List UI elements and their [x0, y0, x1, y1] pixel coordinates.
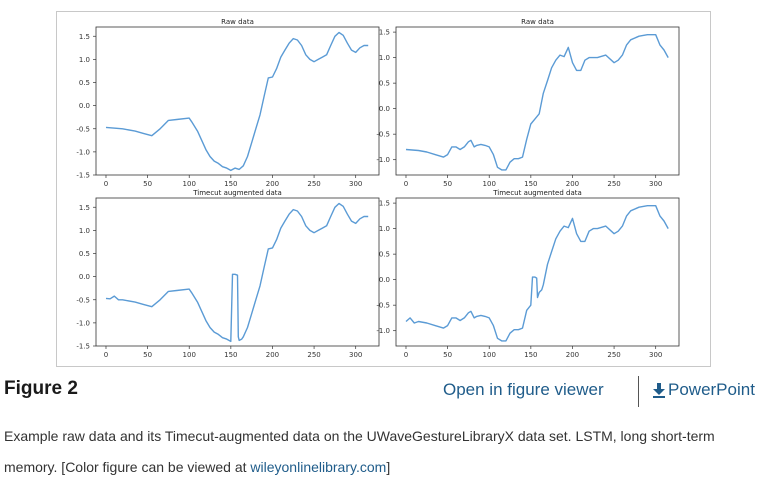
series-line-signal — [105, 31, 369, 172]
y-tick-label: -0.5 — [376, 302, 390, 310]
y-tick-label: 1.5 — [79, 204, 90, 212]
y-tick-label: 1.0 — [379, 54, 390, 62]
plot-area-border — [395, 26, 680, 176]
x-tick-label: 200 — [266, 351, 279, 359]
x-tick-label: 150 — [224, 351, 237, 359]
chart-title: Raw data — [521, 18, 554, 26]
y-tick-label: -1.5 — [76, 343, 90, 351]
x-tick-label: 100 — [483, 351, 496, 359]
powerpoint-label: PowerPoint — [668, 380, 755, 399]
x-tick-label: 100 — [183, 180, 196, 188]
y-tick-label: 0.5 — [379, 251, 390, 259]
caption-text: Example raw data and its Timecut-augment… — [4, 428, 715, 475]
y-tick-label: -0.5 — [76, 125, 90, 133]
series-line-signal — [405, 34, 669, 171]
divider — [638, 376, 639, 407]
x-tick-label: 150 — [224, 180, 237, 188]
x-tick-label: 250 — [607, 180, 620, 188]
wiley-online-library-link[interactable]: wileyonlinelibrary.com — [250, 459, 387, 475]
download-icon — [653, 383, 665, 398]
x-tick-label: 0 — [404, 351, 408, 359]
x-tick-label: 200 — [266, 180, 279, 188]
x-tick-label: 50 — [443, 180, 452, 188]
figure-caption: Example raw data and its Timecut-augment… — [4, 421, 770, 483]
x-tick-label: 0 — [104, 351, 108, 359]
x-tick-label: 150 — [524, 351, 537, 359]
x-tick-label: 300 — [349, 351, 362, 359]
y-tick-label: 0.5 — [379, 80, 390, 88]
x-tick-label: 0 — [104, 180, 108, 188]
figure-frame: Raw data 0 50 100 150 200 250 300 -1.5 -1.0 -0.5 0.… — [56, 11, 711, 367]
chart-title: Raw data — [221, 18, 254, 26]
figure-plots: Raw data 0 50 100 150 200 250 300 -1.5 -1.0 -0.5 0.… — [76, 18, 680, 359]
chart-panel-4: Timecut augmented data 0 50 100 150 200 250 300… — [376, 189, 680, 359]
x-tick-label: 300 — [349, 180, 362, 188]
y-tick-label: 1.5 — [379, 200, 390, 208]
plot-area-border — [95, 197, 380, 347]
open-in-figure-viewer-link[interactable]: Open in figure viewer — [443, 380, 604, 399]
y-tick-label: 0.0 — [379, 276, 390, 284]
y-tick-label: 1.0 — [79, 227, 90, 235]
y-tick-label: -1.0 — [76, 319, 90, 327]
y-tick-label: 0.5 — [79, 250, 90, 258]
series-line-signal — [405, 204, 669, 342]
y-tick-label: -1.0 — [76, 148, 90, 156]
x-tick-label: 0 — [404, 180, 408, 188]
y-tick-label: -0.5 — [76, 296, 90, 304]
y-tick-label: 0.0 — [79, 102, 90, 110]
y-tick-label: 0.0 — [79, 273, 90, 281]
x-tick-label: 50 — [443, 351, 452, 359]
caption-end: ] — [386, 459, 391, 475]
x-tick-label: 50 — [143, 351, 152, 359]
plot-area-border — [95, 26, 380, 176]
figure-label: Figure 2 — [4, 378, 78, 399]
chart-panel-2: Raw data 0 50 100 150 200 250 300 -1.0 -0.5 0.0 0.5… — [376, 18, 680, 188]
y-tick-label: 1.5 — [379, 29, 390, 37]
series-line-signal — [105, 202, 369, 343]
x-tick-label: 100 — [483, 180, 496, 188]
x-tick-label: 250 — [307, 351, 320, 359]
x-tick-label: 300 — [649, 351, 662, 359]
x-tick-label: 200 — [566, 180, 579, 188]
chart-title: Timecut augmented data — [192, 189, 282, 197]
plot-area-border — [395, 197, 680, 347]
y-tick-label: 0.0 — [379, 105, 390, 113]
chart-title: Timecut augmented data — [492, 189, 582, 197]
x-tick-label: 200 — [566, 351, 579, 359]
y-tick-label: -1.0 — [376, 156, 390, 164]
y-tick-label: 1.5 — [79, 33, 90, 41]
powerpoint-download-link[interactable]: PowerPoint — [652, 380, 755, 400]
x-tick-label: 250 — [307, 180, 320, 188]
y-tick-label: 0.5 — [79, 79, 90, 87]
x-tick-label: 300 — [649, 180, 662, 188]
y-tick-label: -0.5 — [376, 131, 390, 139]
x-tick-label: 150 — [524, 180, 537, 188]
chart-panel-1: Raw data 0 50 100 150 200 250 300 -1.5 -1.0 -0.5 0.… — [76, 18, 380, 188]
y-tick-label: 1.0 — [79, 56, 90, 64]
chart-panel-3: Timecut augmented data 0 50 100 150 200 250 300… — [76, 189, 380, 359]
x-tick-label: 100 — [183, 351, 196, 359]
y-tick-label: -1.5 — [76, 172, 90, 180]
x-tick-label: 50 — [143, 180, 152, 188]
y-tick-label: -1.0 — [376, 327, 390, 335]
x-tick-label: 250 — [607, 351, 620, 359]
y-tick-label: 1.0 — [379, 225, 390, 233]
